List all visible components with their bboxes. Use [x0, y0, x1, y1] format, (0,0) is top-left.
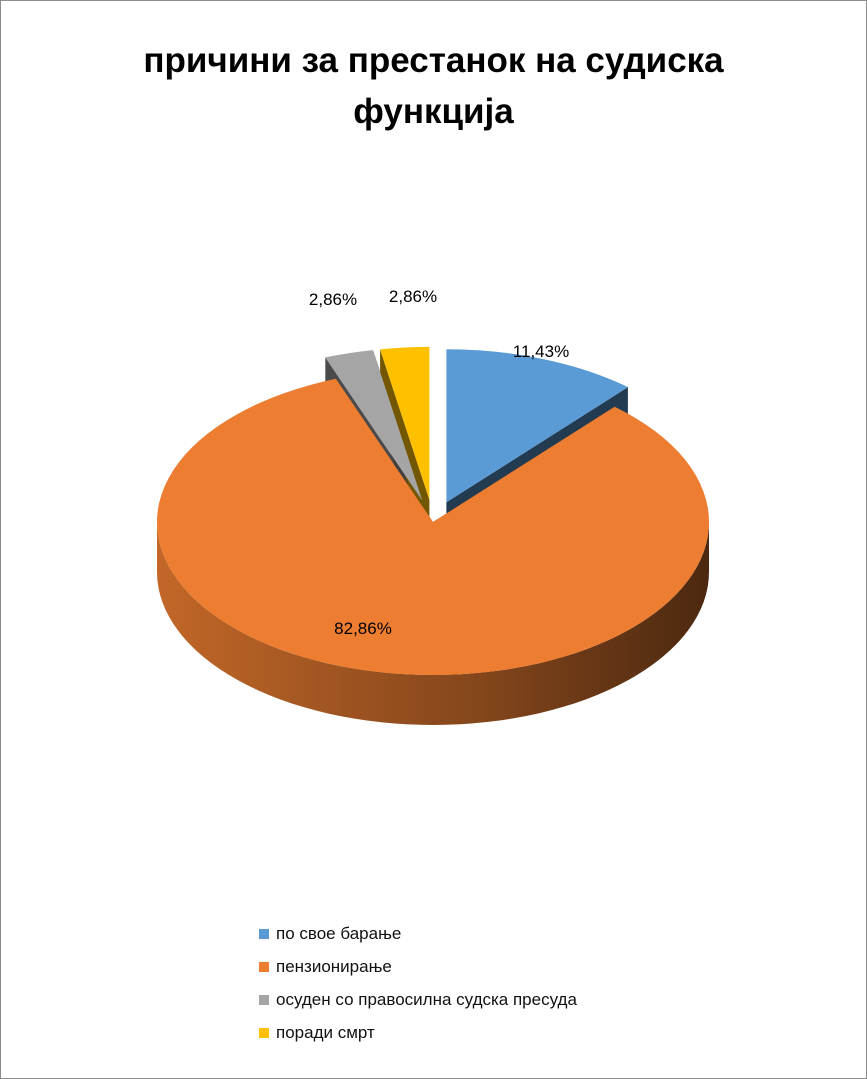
slice-1-top: [446, 349, 628, 503]
legend-label: по свое барање: [276, 924, 402, 943]
slice-3-top: [325, 350, 423, 501]
pie-tops: [157, 346, 710, 676]
chart-title: причини за престанок на судиска функција: [143, 41, 724, 131]
slice-2-data-label: 82,86%: [334, 619, 392, 638]
legend-label: поради смрт: [276, 1023, 375, 1042]
legend-swatch: [259, 1028, 269, 1038]
slice-4-data-label: 2,86%: [389, 287, 437, 306]
data-labels: 11,43% 82,86% 2,86% 2,86%: [309, 287, 569, 638]
slice-3-data-label: 2,86%: [309, 290, 357, 309]
slice-4-top: [380, 346, 430, 500]
slice-1-data-label: 11,43%: [513, 342, 569, 361]
legend-label: осуден со правосилна судска пресуда: [276, 990, 577, 1009]
legend-swatch: [259, 929, 269, 939]
legend-swatch: [259, 962, 269, 972]
legend-label: пензионирање: [276, 957, 392, 976]
slice-2-top: [157, 378, 710, 676]
slice-2-side: [157, 522, 709, 725]
legend-swatch: [259, 995, 269, 1005]
